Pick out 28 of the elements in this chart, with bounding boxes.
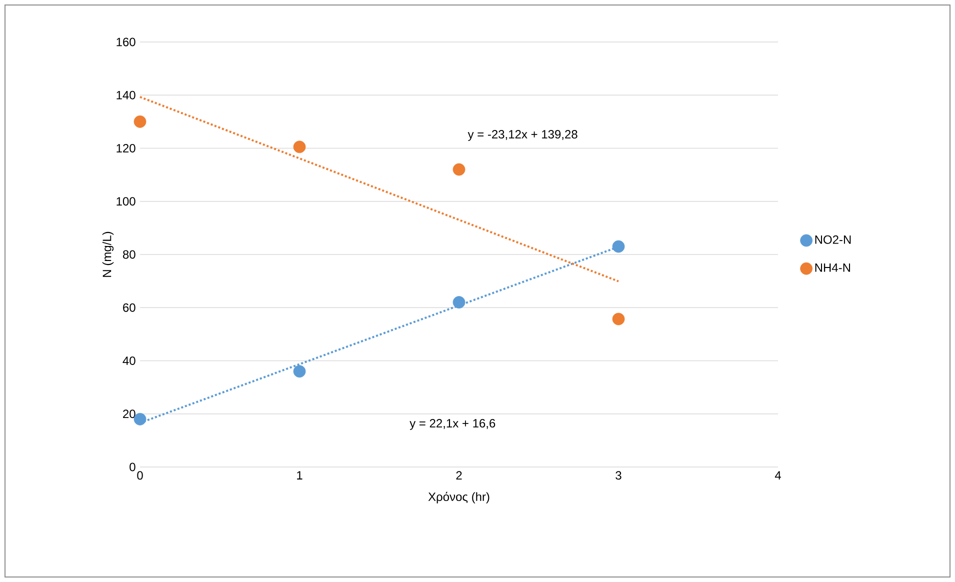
y-axis-title: N (mg/L) [102,232,114,277]
annotation: y = -23,12x + 139,28 [468,130,578,141]
point [134,412,146,426]
point [452,163,466,176]
point [612,240,625,253]
x-axis-title: Χρόνος (hr) [428,492,490,504]
legend-label: NH4-N [815,264,850,272]
x-tick-label: 1 [297,471,302,480]
point [293,365,306,378]
y-tick-label: 120 [116,144,136,152]
y-tick-label: 40 [122,356,136,365]
y-tick-label: 140 [116,90,136,100]
y-tick-label: 80 [122,250,136,259]
legend-label: NO2-N [815,235,851,244]
x-tick-label: 3 [616,471,622,480]
point [134,115,146,128]
y-tick-label: 20 [123,410,136,418]
y-tick-label: 0 [130,462,136,472]
x-tick-label: 0 [137,471,143,480]
y-tick-label: 60 [123,303,136,312]
y-tick-label: 160 [116,38,136,46]
point [612,312,625,326]
point [293,140,306,154]
point [452,296,466,308]
x-tick-label: 4 [774,471,781,480]
x-tick-label: 2 [456,471,462,480]
y-tick-label: 100 [116,197,136,206]
annotation: y = 22,1x + 16,6 [410,419,496,430]
